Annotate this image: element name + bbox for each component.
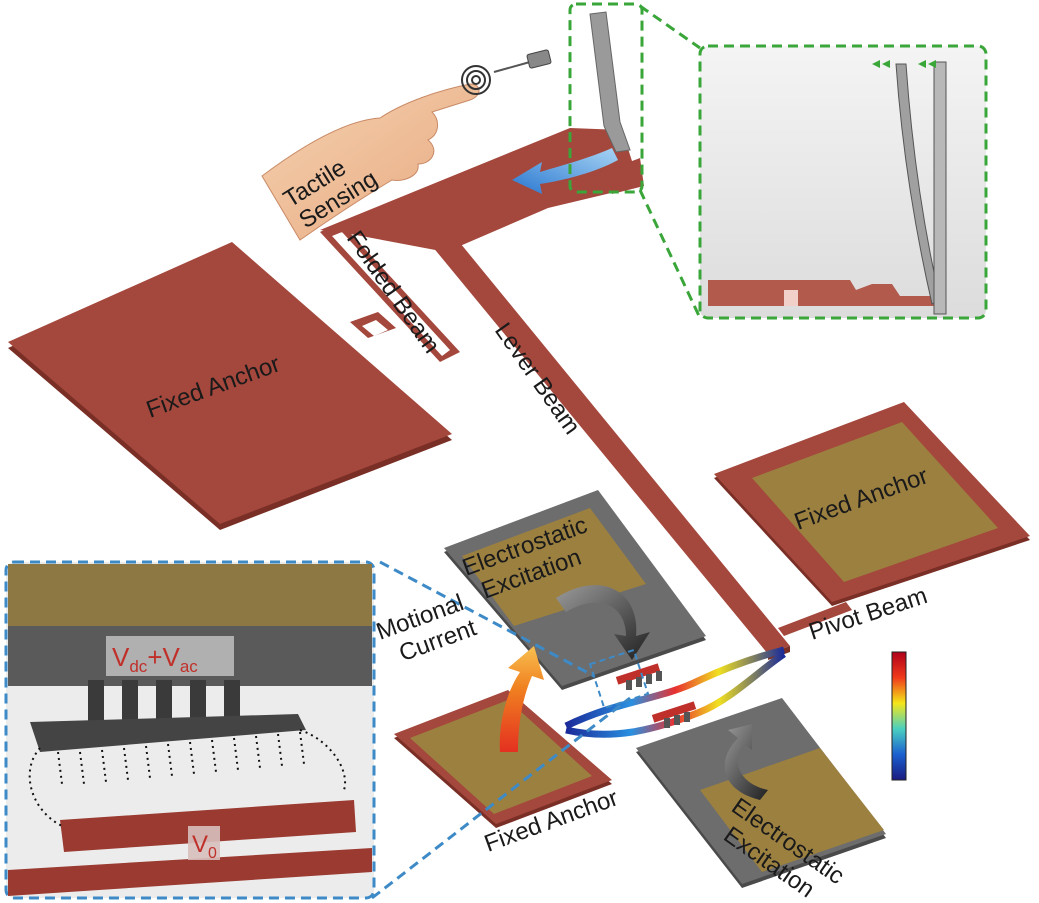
touch-ripple-icon <box>461 65 491 95</box>
resonator-beams <box>564 646 786 738</box>
curved-arrow-icon <box>556 585 650 660</box>
color-scale-bar <box>891 651 907 781</box>
folded-beam <box>320 222 460 362</box>
motional-current-label: Motional Current <box>373 587 483 672</box>
deflection-arrow <box>512 148 618 194</box>
fixed-anchor-left <box>8 242 452 530</box>
inset-green <box>568 2 988 320</box>
hand-icon <box>261 83 480 241</box>
inset-blue <box>4 560 650 900</box>
motional-current-arrow <box>499 646 544 752</box>
curved-arrow-icon <box>724 724 768 800</box>
tactile-pillar <box>589 11 644 194</box>
fixed-anchor-bottom <box>394 690 612 828</box>
probe-icon <box>493 49 552 73</box>
v0-label: V0 <box>192 831 217 862</box>
pivot-beam <box>778 602 852 636</box>
fixed-anchor-right <box>714 402 1030 606</box>
vdc-vac-label: Vdc+Vac <box>112 642 198 676</box>
